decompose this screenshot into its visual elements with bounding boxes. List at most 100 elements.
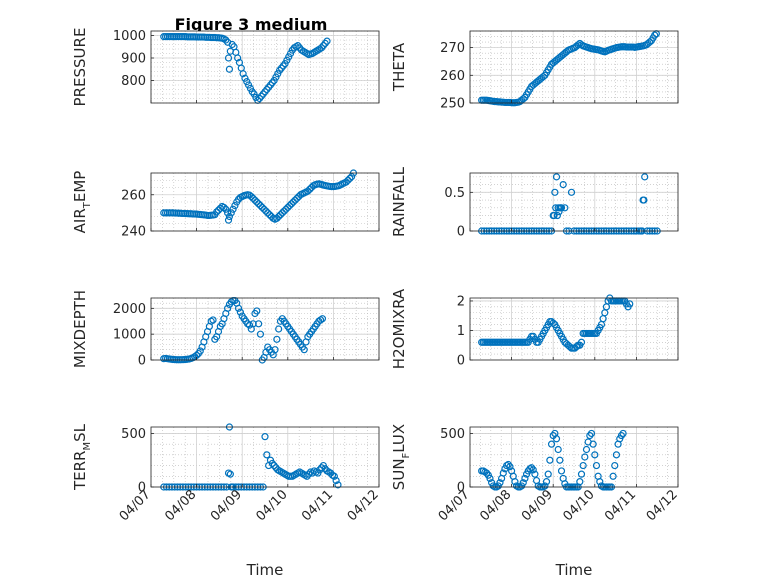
data-point [579, 461, 587, 470]
data-point [293, 194, 301, 202]
ytick-label: 260 [121, 188, 146, 203]
subplot-sun-flux: 0 500 04/07 04/08 04/09 04/10 04/11 04/12 SUNFLU… [390, 424, 681, 579]
data-point [559, 181, 567, 189]
ylabel: RAINFALL [390, 166, 408, 237]
ylabel-main: SUN [390, 458, 408, 490]
data-point [268, 459, 276, 468]
data-point [273, 335, 281, 343]
data-point [303, 472, 311, 480]
data-point [651, 31, 659, 39]
xtick-label: 04/07 [117, 487, 154, 524]
data-point [284, 203, 292, 212]
axes-frame [469, 30, 679, 104]
xtick-label: 04/07 [436, 487, 473, 524]
xlabel: Time [555, 561, 593, 579]
ylabel-rest: LUX [390, 424, 408, 453]
ytick-label: 0 [457, 354, 465, 369]
ylabel-rest: SL [71, 423, 89, 442]
data-point [531, 470, 539, 478]
ylabel: SUNFLUX [390, 424, 412, 490]
data-point [231, 202, 239, 210]
xtick-label: 04/12 [345, 487, 382, 524]
data-point [225, 65, 234, 73]
data-point [547, 440, 556, 448]
data-point [519, 479, 527, 487]
data-point [251, 196, 259, 204]
xtick-label: 04/09 [519, 487, 556, 524]
xtick-label: 04/12 [644, 487, 681, 524]
ylabel-subscript: F [401, 452, 412, 458]
data-point [222, 205, 230, 213]
data-point [196, 347, 204, 355]
xtick-label: 04/09 [208, 487, 245, 524]
data-point [317, 316, 325, 324]
data-point [239, 70, 247, 78]
ytick-label: 0 [138, 481, 146, 496]
data-point [332, 476, 340, 485]
data-point [256, 202, 265, 210]
subplot-pressure: 800 900 1000 PRESSURE [71, 28, 380, 106]
ylabel: MIXDEPTH [71, 290, 89, 368]
data-point [342, 178, 350, 186]
data-point [589, 440, 597, 448]
data-point [291, 196, 299, 204]
data-point [577, 470, 586, 478]
data-point [207, 317, 215, 325]
data-point [270, 461, 278, 470]
data-point [225, 212, 234, 221]
data-point [224, 304, 232, 312]
data-point [581, 453, 589, 461]
series-markers [478, 294, 634, 352]
data-point [224, 54, 233, 62]
data-point [542, 478, 551, 486]
axes-frame [150, 172, 380, 232]
xtick-label: 04/10 [561, 487, 598, 524]
subplot-air-temp: 240 260 AIRTEMP [71, 169, 380, 240]
ytick-label: 250 [440, 97, 465, 112]
data-point [255, 200, 263, 208]
data-point [553, 211, 561, 220]
figure-title: Figure 3 medium [175, 15, 328, 34]
ylabel-subscript: M [82, 442, 93, 451]
data-point [286, 202, 294, 210]
data-point [334, 481, 342, 489]
data-point [289, 198, 297, 206]
subplot-h2omixra: 0 1 2 H2OMIXRA [390, 288, 679, 369]
data-point [521, 474, 529, 483]
data-point [577, 338, 586, 346]
subplot-rainfall: 0 0.5 RAINFALL [390, 166, 679, 240]
data-point [486, 474, 494, 483]
ylabel-main: TERR [71, 451, 89, 492]
data-point [276, 211, 285, 219]
data-point [572, 343, 581, 351]
data-point [264, 209, 272, 217]
data-point [214, 206, 223, 214]
data-point [305, 470, 313, 478]
data-point [612, 451, 621, 459]
data-point [209, 316, 217, 324]
data-point [541, 482, 549, 490]
ytick-label: 0 [138, 354, 146, 369]
minor-grid [470, 173, 678, 232]
data-point [253, 198, 261, 206]
ytick-label: 1000 [113, 29, 146, 44]
data-point [546, 456, 554, 464]
data-point [278, 209, 286, 217]
ytick-label: 800 [121, 74, 146, 89]
subplot-mixdepth: 0 1000 2000 MIXDEPTH [71, 290, 380, 369]
data-point [234, 54, 242, 62]
ytick-label: 260 [440, 69, 465, 84]
data-point [280, 207, 288, 215]
data-point [275, 325, 283, 333]
axes-frame [469, 297, 679, 361]
data-point [282, 205, 290, 213]
data-point [557, 467, 566, 475]
ytick-label: 2000 [113, 302, 146, 317]
data-point [566, 343, 574, 351]
data-point [261, 433, 269, 441]
data-point [255, 320, 263, 328]
ylabel: TERRMSL [71, 423, 93, 491]
data-point [300, 346, 308, 354]
subplot-theta: 250 260 270 THETA [390, 30, 679, 112]
